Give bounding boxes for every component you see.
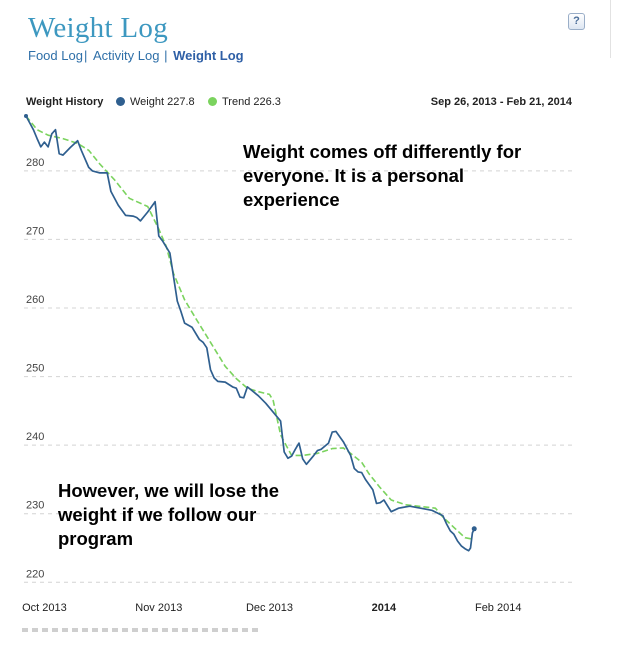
x-axis-labels: Oct 2013 Nov 2013 Dec 2013 2014 Feb 2014 [22,602,521,614]
chart-grid [24,170,572,583]
annotation-top: Weight comes off differently for everyon… [243,141,522,210]
x-tick-label: Oct 2013 [22,602,67,614]
y-tick-label: 220 [26,568,44,580]
window-edge-rule [610,0,611,58]
nav-separator: | [164,48,168,63]
nav-food-log[interactable]: Food Log [28,48,83,63]
series-line-weight [25,115,475,552]
y-tick-label: 270 [26,225,44,237]
legend-weight[interactable]: Weight 227.8 [116,96,195,108]
legend-trend[interactable]: Trend 226.3 [208,96,281,108]
x-tick-label: Feb 2014 [475,602,521,614]
legend-weight-label: Weight 227.8 [130,96,195,108]
annotation-bottom: However, we will lose the weight if we f… [58,480,280,549]
series-line-trend [25,115,473,540]
x-tick-label: Nov 2013 [135,602,182,614]
y-tick-label: 280 [26,157,44,169]
y-tick-label: 260 [26,294,44,306]
log-nav: Food Log| Activity Log | Weight Log [28,48,244,63]
x-tick-label: 2014 [372,602,397,614]
nav-activity-log[interactable]: Activity Log [92,48,160,63]
chart-header: Weight History Weight 227.8 Trend 226.3 … [26,96,572,110]
y-tick-label: 230 [26,500,44,512]
footer-fragment [22,628,262,632]
nav-weight-log[interactable]: Weight Log [173,48,244,63]
chart-series [24,114,477,552]
y-tick-label: 250 [26,363,44,375]
date-range: Sep 26, 2013 - Feb 21, 2014 [430,96,572,108]
legend-trend-dot [208,97,217,106]
nav-separator: | [83,48,88,63]
series-start-point [24,114,28,118]
x-tick-label: Dec 2013 [246,602,293,614]
chart-title: Weight History [26,96,104,108]
y-tick-label: 240 [26,431,44,443]
legend-trend-label: Trend 226.3 [222,96,281,108]
y-axis-labels: 220 230 240 250 260 270 280 [26,157,44,580]
series-end-point [471,526,477,532]
legend-weight-dot [116,97,125,106]
help-icon[interactable]: ? [568,13,585,30]
page-title: Weight Log [28,12,168,44]
